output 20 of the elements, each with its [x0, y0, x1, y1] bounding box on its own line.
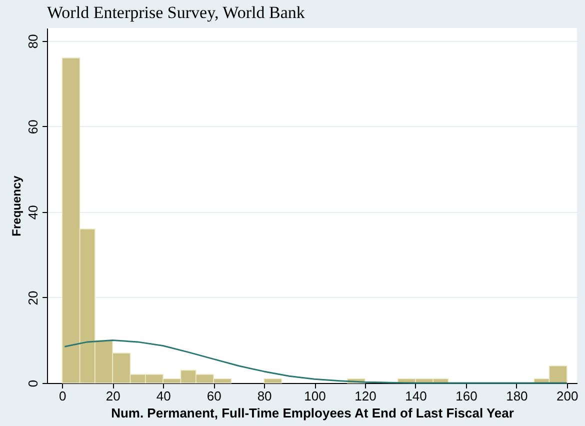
y-tick-label: 60 [26, 120, 40, 134]
x-tick-label: 80 [257, 388, 272, 404]
x-tick-label: 0 [59, 388, 66, 404]
y-tick-label: 40 [26, 205, 40, 220]
x-tick-label: 100 [304, 388, 326, 404]
x-tick-label: 200 [556, 388, 578, 404]
x-tick-label: 160 [456, 388, 478, 404]
x-tick-label: 140 [405, 388, 427, 404]
y-tick-label: 80 [26, 34, 40, 49]
chart-title: World Enterprise Survey, World Bank [47, 3, 306, 22]
line-series [64, 339, 568, 384]
x-tick-label: 60 [206, 388, 222, 404]
x-tick-label: 120 [354, 388, 376, 404]
x-tick-label: 20 [106, 388, 120, 404]
x-tick-label: 180 [506, 388, 528, 404]
y-axis-title: Frequency [10, 175, 24, 236]
x-axis-title: Num. Permanent, Full-Time Employees At End of Last Fiscal Year [111, 406, 514, 420]
x-tick-label: 40 [156, 388, 171, 404]
y-tick-label: 20 [26, 290, 40, 306]
y-tick-label: 0 [26, 380, 40, 388]
